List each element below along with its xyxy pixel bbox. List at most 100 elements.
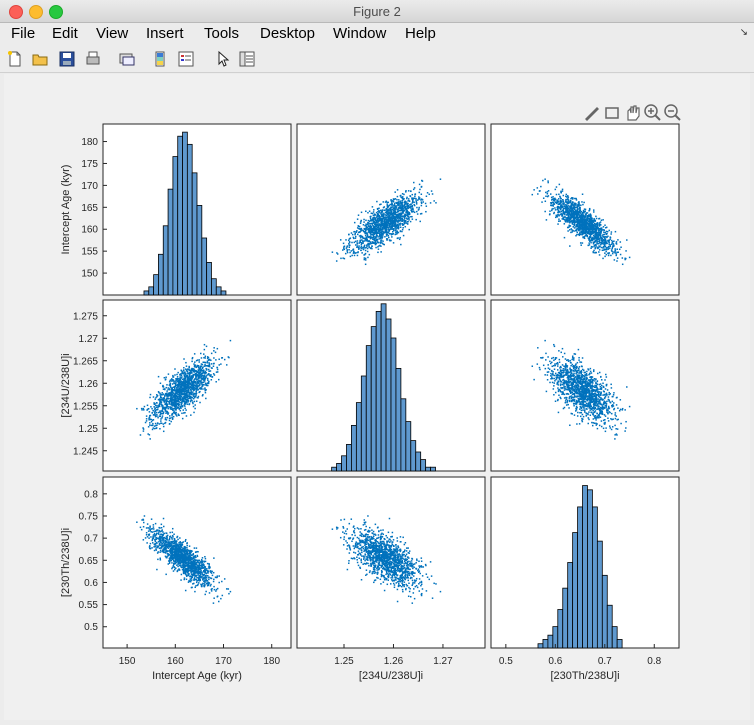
scatter-point (578, 214, 580, 216)
scatter-point (419, 197, 421, 199)
scatter-point (597, 223, 599, 225)
scatter-point (617, 239, 619, 241)
property-inspector-icon[interactable] (238, 50, 256, 68)
scatter-point (404, 223, 406, 225)
scatter-point (580, 416, 582, 418)
scatter-point (389, 214, 391, 216)
print-icon[interactable] (84, 50, 102, 68)
scatter-point (184, 374, 186, 376)
menu-view[interactable]: View (96, 25, 128, 42)
scatter-point (357, 251, 359, 253)
scatter-point (398, 215, 400, 217)
menu-file[interactable]: File (11, 25, 35, 42)
scatter-point (588, 238, 590, 240)
scatter-point (373, 218, 375, 220)
scatter-point (609, 244, 611, 246)
scatter-point (578, 368, 580, 370)
new-file-icon[interactable] (6, 50, 24, 68)
scatter-point (398, 221, 400, 223)
scatter-point (179, 408, 181, 410)
scatter-point (578, 357, 580, 359)
scatter-point (551, 197, 553, 199)
scatter-point (615, 255, 617, 257)
scatter-point (591, 240, 593, 242)
scatter-point (566, 366, 568, 368)
scatter-point (185, 399, 187, 401)
scatter-point (201, 363, 203, 365)
scatter-point (175, 402, 177, 404)
scatter-point (173, 404, 175, 406)
scatter-point (403, 219, 405, 221)
scatter-point (568, 360, 570, 362)
scatter-point (171, 389, 173, 391)
scatter-point (390, 213, 392, 215)
scatter-point (582, 218, 584, 220)
scatter-point (346, 246, 348, 248)
scatter-point (386, 222, 388, 224)
scatter-point (166, 398, 168, 400)
scatter-point (146, 409, 148, 411)
scatter-point (358, 247, 360, 249)
scatter-point (145, 422, 147, 424)
link-icon[interactable] (118, 50, 136, 68)
legend-icon[interactable] (177, 50, 195, 68)
scatter-point (169, 423, 171, 425)
scatter-point (187, 386, 189, 388)
scatter-point (574, 212, 576, 214)
save-icon[interactable] (58, 50, 76, 68)
scatter-point (398, 202, 400, 204)
scatter-point (556, 203, 558, 205)
menu-help[interactable]: Help (405, 25, 436, 42)
histogram-bar (216, 287, 221, 295)
scatter-point (375, 247, 377, 249)
scatter-point (594, 234, 596, 236)
scatter-point (588, 411, 590, 413)
scatter-point (372, 231, 374, 233)
scatter-point (605, 227, 607, 229)
scatter-point (153, 427, 155, 429)
scatter-point (409, 206, 411, 208)
pointer-icon[interactable] (214, 50, 232, 68)
scatter-point (173, 416, 175, 418)
scatter-point (587, 212, 589, 214)
scatter-point (394, 212, 396, 214)
scatter-point (590, 217, 592, 219)
scatter-point (551, 205, 553, 207)
menu-tools[interactable]: Tools (204, 25, 239, 42)
open-folder-icon[interactable] (31, 50, 49, 68)
menu-window[interactable]: Window (333, 25, 386, 42)
scatter-point (209, 363, 211, 365)
colorbar-icon[interactable] (151, 50, 169, 68)
menu-desktop[interactable]: Desktop (260, 25, 315, 42)
scatter-point (180, 410, 182, 412)
scatter-point (565, 208, 567, 210)
scatter-point (560, 191, 562, 193)
scatter-point (192, 385, 194, 387)
scatter-point (544, 211, 546, 213)
scatter-point (173, 408, 175, 410)
scatter-point (371, 248, 373, 250)
menu-expand-icon[interactable]: ↘ (740, 27, 748, 38)
y-tick-label: 180 (81, 137, 98, 148)
scatter-point (367, 251, 369, 253)
scatter-point (368, 246, 370, 248)
scatter-point (393, 210, 395, 212)
scatter-point (370, 248, 372, 250)
scatter-point (166, 384, 168, 386)
scatter-point (384, 223, 386, 225)
menu-insert[interactable]: Insert (146, 25, 184, 42)
scatter-point (380, 237, 382, 239)
histogram-bar (154, 275, 159, 295)
scatter-point (188, 404, 190, 406)
scatter-point (221, 357, 223, 359)
scatter-point (614, 248, 616, 250)
scatter-point (374, 217, 376, 219)
scatter-point (208, 383, 210, 385)
scatter-point (211, 353, 213, 355)
menu-edit[interactable]: Edit (52, 25, 78, 42)
scatter-point (174, 411, 176, 413)
scatter-point (189, 388, 191, 390)
scatter-point (563, 208, 565, 210)
scatter-point (604, 246, 606, 248)
scatter-point (374, 243, 376, 245)
